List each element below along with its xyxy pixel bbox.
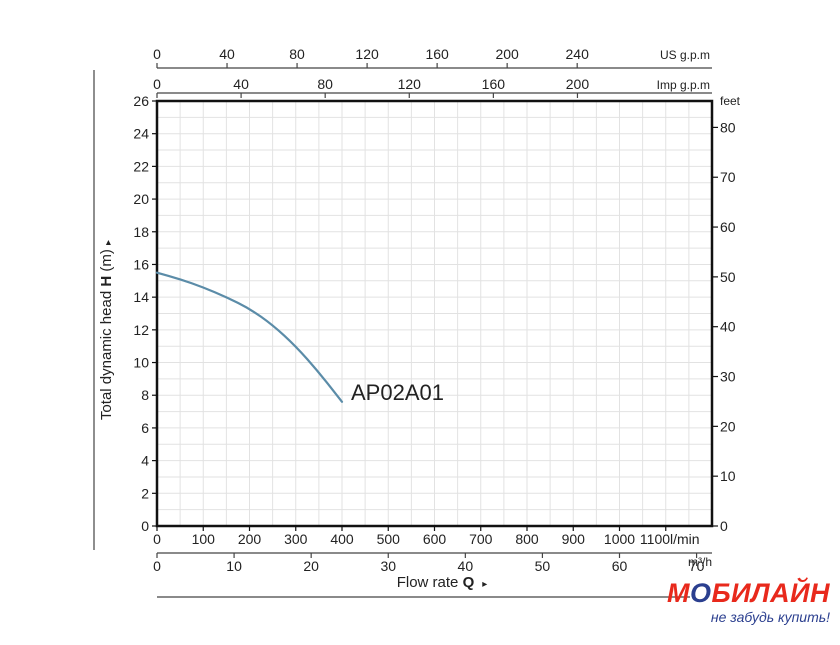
y-left-tick-label: 16 [133, 256, 149, 272]
y-right-tick-label: 30 [720, 369, 736, 385]
x-bottom-tick-label: 1000 [604, 531, 635, 547]
y-left-tick-label: 4 [141, 453, 149, 469]
y-right-tick-label: 20 [720, 418, 736, 434]
brand-logo: МОБИЛАЙН не забудь купить! [660, 578, 830, 626]
x-top-imp-tick-label: 40 [233, 76, 249, 92]
brand-slogan: не забудь купить! [710, 609, 830, 625]
x-m3h-tick-label: 50 [535, 558, 551, 574]
x-m3h-unit-label: m³/h [688, 555, 712, 569]
series-label: AP02A01 [351, 380, 444, 405]
chart-ticks: 0246810121416182022242601020304050607080… [133, 46, 740, 574]
y-right-tick-label: 50 [720, 269, 736, 285]
x-m3h-tick-label: 40 [458, 558, 474, 574]
y-right-tick-label: 10 [720, 468, 736, 484]
x-bottom-tick-label: 0 [153, 531, 161, 547]
x-top-imp-tick-label: 80 [317, 76, 333, 92]
y-right-tick-label: 40 [720, 319, 736, 335]
y-left-tick-label: 26 [133, 93, 149, 109]
chart-grid [157, 101, 712, 526]
x-bottom-tick-label: 400 [330, 531, 354, 547]
x-m3h-tick-label: 0 [153, 558, 161, 574]
x-top-us-tick-label: 120 [355, 46, 379, 62]
y-left-tick-label: 10 [133, 355, 149, 371]
x-bottom-tick-label: 700 [469, 531, 493, 547]
y-left-tick-label: 14 [133, 289, 149, 305]
x-top-imp-tick-label: 200 [566, 76, 590, 92]
x-m3h-tick-label: 10 [226, 558, 242, 574]
y-left-tick-label: 12 [133, 322, 149, 338]
x-bottom-tick-label: 200 [238, 531, 262, 547]
y-right-tick-label: 0 [720, 518, 728, 534]
x-m3h-tick-label: 30 [380, 558, 396, 574]
x-top-us-tick-label: 200 [495, 46, 519, 62]
y-left-tick-label: 2 [141, 485, 149, 501]
y-right-tick-label: 70 [720, 169, 736, 185]
x-bottom-tick-label: 100 [192, 531, 216, 547]
y-left-tick-label: 6 [141, 420, 149, 436]
x-bottom-tick-label: 1100l/min [640, 531, 700, 547]
y-left-tick-label: 24 [133, 126, 149, 142]
y-left-tick-label: 8 [141, 387, 149, 403]
x-top-us-unit-label: US g.p.m [660, 48, 710, 62]
y-right-tick-label: 80 [720, 119, 736, 135]
x-top-imp-tick-label: 120 [398, 76, 422, 92]
x-top-us-tick-label: 160 [425, 46, 449, 62]
x-top-us-tick-label: 240 [566, 46, 590, 62]
y-left-tick-label: 22 [133, 158, 149, 174]
x-top-us-tick-label: 40 [219, 46, 235, 62]
x-top-us-tick-label: 80 [289, 46, 305, 62]
brand-name: МОБИЛАЙН [666, 578, 830, 608]
x-bottom-tick-label: 600 [423, 531, 447, 547]
x-bottom-tick-label: 900 [562, 531, 586, 547]
x-bottom-tick-label: 300 [284, 531, 308, 547]
x-top-imp-tick-label: 160 [482, 76, 506, 92]
y-right-tick-label: 60 [720, 219, 736, 235]
chart-series: AP02A01 [155, 271, 444, 405]
y-axis-title: Total dynamic head H (m) ▸ [98, 240, 115, 420]
x-top-imp-tick-label: 0 [153, 76, 161, 92]
x-top-imp-unit-label: Imp g.p.m [657, 78, 710, 92]
y-right-unit-label: feet [720, 94, 741, 108]
series-line-ap02a01 [155, 271, 344, 403]
x-bottom-tick-label: 800 [515, 531, 539, 547]
y-left-tick-label: 18 [133, 224, 149, 240]
x-m3h-tick-label: 60 [612, 558, 628, 574]
y-left-tick-label: 0 [141, 518, 149, 534]
x-m3h-tick-label: 20 [303, 558, 319, 574]
x-top-us-tick-label: 0 [153, 46, 161, 62]
y-left-tick-label: 20 [133, 191, 149, 207]
x-bottom-tick-label: 500 [377, 531, 401, 547]
x-axis-title: Flow rate Q ▸ [397, 574, 488, 591]
x-m3h-tick-label: 70 [689, 558, 705, 574]
